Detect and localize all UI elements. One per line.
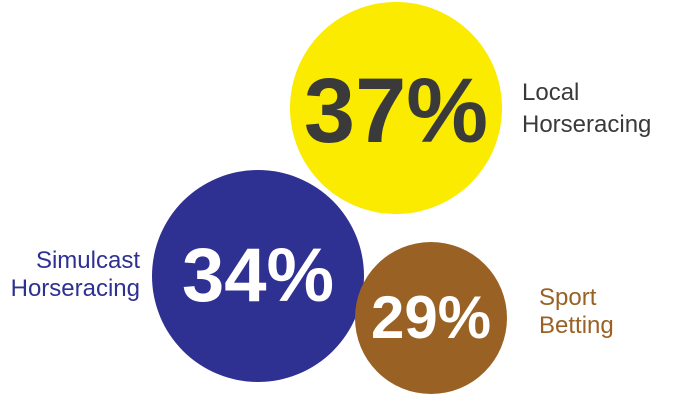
category-label-local-horseracing: Local Horseracing: [522, 79, 651, 138]
value-label-simulcast-horseracing: 34%: [182, 233, 334, 318]
category-label-simulcast-horseracing: Simulcast Horseracing: [11, 247, 141, 302]
category-label-sport-betting: Sport Betting: [539, 284, 614, 339]
value-label-sport-betting: 29%: [371, 284, 491, 351]
bubble-sport-betting: [355, 242, 507, 394]
bubble-local-horseracing: [290, 2, 502, 214]
value-label-local-horseracing: 37%: [304, 60, 488, 162]
bubble-simulcast-horseracing: [152, 170, 364, 382]
